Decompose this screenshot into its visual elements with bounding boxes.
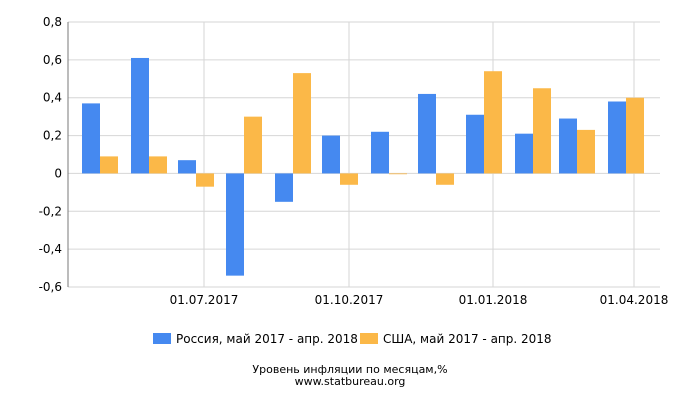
bar-russia (82, 103, 100, 174)
bar-russia (466, 114, 484, 174)
bar-russia (559, 118, 577, 174)
bar-usa (533, 88, 551, 174)
y-tick-label: 0,4 (43, 91, 62, 105)
legend-label-usa: США, май 2017 - апр. 2018 (383, 332, 552, 346)
bar-usa (196, 173, 214, 187)
bar-usa (293, 73, 311, 174)
bar-usa (626, 97, 644, 174)
bar-usa (149, 156, 167, 174)
bar-russia (131, 57, 149, 174)
y-tick-label: 0,6 (43, 53, 62, 67)
grid-layer (68, 21, 660, 288)
bar-russia (515, 133, 533, 174)
x-tick-label: 01.10.2017 (315, 293, 384, 307)
bar-russia (371, 131, 389, 174)
bar-russia (608, 101, 626, 174)
bar-russia (226, 173, 244, 276)
legend-swatch-russia (153, 333, 171, 344)
bar-russia (275, 173, 293, 202)
bar-usa (484, 71, 502, 174)
bar-russia (322, 135, 340, 174)
legend-label-russia: Россия, май 2017 - апр. 2018 (176, 332, 358, 346)
chart-title: Уровень инфляции по месяцам,% (252, 363, 447, 376)
bar-usa (389, 173, 407, 175)
bar-usa (244, 116, 262, 174)
y-tick-label: 0 (54, 166, 62, 180)
axes-layer: 0,8 0,6 0,4 0,2 0 -0,2 -0,4 -0,6 01.07.2017 01.10… (39, 15, 669, 307)
y-tick-label: -0,2 (39, 204, 62, 218)
bar-usa (100, 156, 118, 174)
legend-swatch-usa (360, 333, 378, 344)
bar-russia (418, 93, 436, 174)
y-tick-label: 0,2 (43, 129, 62, 143)
legend: Россия, май 2017 - апр. 2018 США, май 20… (153, 332, 552, 346)
bar-usa (340, 173, 358, 185)
chart-source: www.statbureau.org (295, 375, 406, 388)
x-tick-label: 01.04.2018 (600, 293, 669, 307)
bar-usa (577, 129, 595, 174)
bar-russia (178, 160, 196, 174)
x-tick-label: 01.07.2017 (170, 293, 239, 307)
x-tick-label: 01.01.2018 (459, 293, 528, 307)
bar-usa (436, 173, 454, 185)
y-tick-label: -0,4 (39, 242, 62, 256)
y-tick-label: 0,8 (43, 15, 62, 29)
bars-layer (82, 57, 644, 276)
y-tick-label: -0,6 (39, 280, 62, 294)
